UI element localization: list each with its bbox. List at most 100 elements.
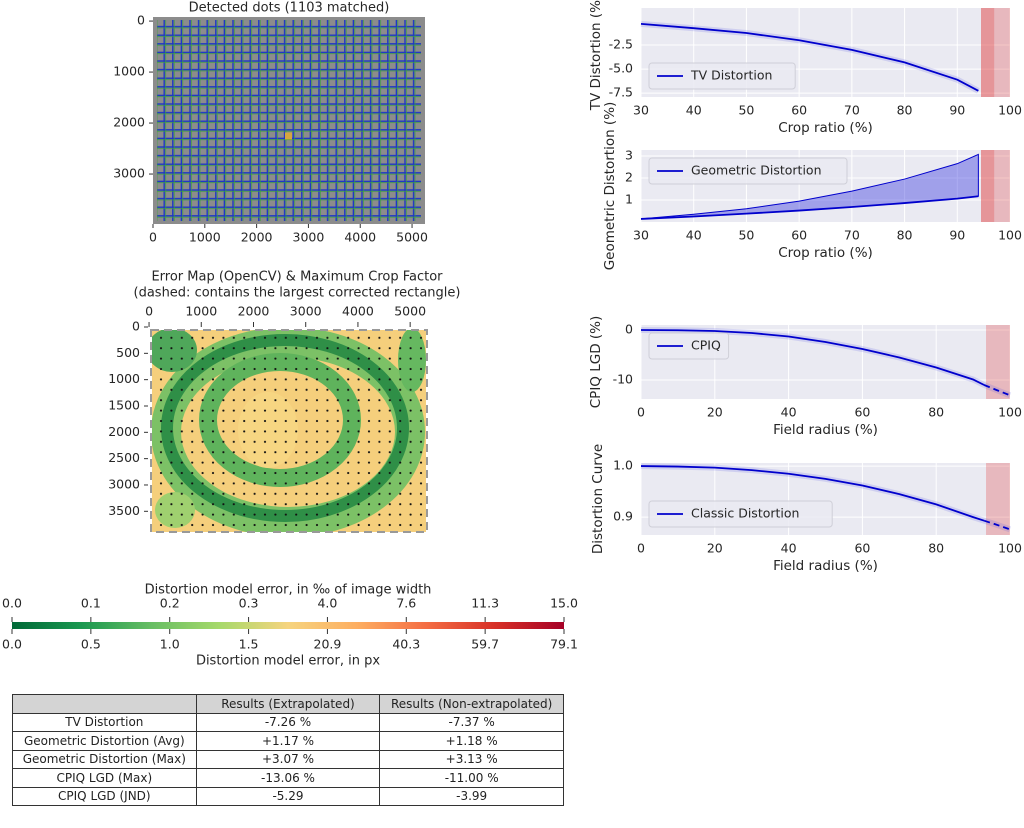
x-tick-label: 60 (854, 405, 870, 420)
colorbar-tick-label: 15.0 (550, 596, 578, 611)
line (640, 22, 979, 92)
y-tick-label: -10 (613, 372, 633, 387)
x-axis-label: Crop ratio (%) (778, 120, 873, 136)
table-cell: Geometric Distortion (Max) (12, 749, 197, 769)
x-tick-label: 100 (998, 103, 1022, 118)
x-tick-label: 100 (998, 405, 1022, 420)
y-tick-label: 1.0 (613, 458, 633, 473)
x-tick-label: 5000 (394, 304, 426, 319)
x-axis-label: Field radius (%) (773, 422, 878, 438)
table-cell: -13.06 % (195, 768, 381, 788)
x-tick-label: 90 (949, 103, 965, 118)
y-tick-label: 2500 (108, 450, 140, 465)
x-tick-label: 80 (928, 405, 944, 420)
y-tick-label: 0 (132, 319, 140, 334)
x-tick-label: 3000 (293, 230, 325, 245)
table-cell: +3.13 % (379, 749, 564, 769)
table-cell: +3.07 % (195, 749, 381, 769)
table-cell: +1.18 % (379, 731, 564, 751)
y-tick-label: 2000 (108, 424, 140, 439)
dot-pattern (152, 330, 426, 532)
y-axis-label: Geometric Distortion (%) (602, 102, 618, 271)
extrapolation-span (986, 325, 1010, 399)
x-tick-label: 40 (686, 228, 702, 243)
line (640, 465, 985, 522)
y-axis-label: CPIQ LGD (%) (588, 316, 604, 409)
colorbar-tick-label: 11.3 (471, 596, 499, 611)
header-cell: Results (Extrapolated) (195, 694, 381, 714)
colorbar-tick-label: 40.3 (392, 637, 420, 652)
chart-subtitle: (dashed: contains the largest corrected … (134, 286, 461, 301)
y-tick-label: 1 (625, 191, 633, 206)
x-tick-label: 2000 (238, 304, 270, 319)
x-tick-label: 60 (791, 228, 807, 243)
extrapolation-span (986, 463, 1010, 535)
x-tick-label: 0 (145, 304, 153, 319)
y-tick-label: 0 (137, 13, 145, 28)
legend-label: TV Distortion (690, 68, 772, 83)
x-tick-label: 80 (897, 103, 913, 118)
x-tick-label: 0 (637, 541, 645, 556)
table-row: Geometric Distortion (Max) +3.07 % +3.13 % (12, 749, 564, 769)
table-cell: -11.00 % (379, 768, 564, 788)
x-tick-label: 100 (998, 541, 1022, 556)
colorbar-tick-label: 59.7 (471, 637, 499, 652)
colorbar-tick-label: 1.5 (239, 637, 259, 652)
x-tick-label: 0 (149, 230, 157, 245)
table-cell: -7.26 % (195, 712, 381, 732)
line (640, 329, 985, 386)
colorbar-tick-label: 7.6 (396, 596, 416, 611)
x-tick-label: 2000 (241, 230, 273, 245)
table-row: TV Distortion -7.26 % -7.37 % (12, 712, 564, 732)
x-tick-label: 20 (707, 541, 723, 556)
y-axis-label: Distortion Curve (590, 444, 606, 554)
x-tick-label: 30 (633, 103, 649, 118)
header-cell: Results (Non-extrapolated) (379, 694, 564, 714)
detected-dot-grid (157, 20, 421, 221)
y-tick-label: 1500 (108, 397, 140, 412)
x-axis-label: Field radius (%) (773, 558, 878, 574)
x-tick-label: 1000 (185, 304, 217, 319)
x-tick-label: 4000 (344, 230, 376, 245)
legend-label: Geometric Distortion (691, 163, 822, 178)
table-cell: -5.29 (195, 786, 381, 806)
x-tick-label: 100 (998, 228, 1022, 243)
legend-label: CPIQ (691, 338, 721, 353)
x-tick-label: 50 (738, 103, 754, 118)
x-axis-label: Crop ratio (%) (778, 245, 873, 261)
legend-label: Classic Distortion (691, 506, 799, 521)
extrapolation-span (981, 150, 995, 222)
colorbar-tick-label: 20.9 (314, 637, 342, 652)
y-tick-label: 1000 (108, 371, 140, 386)
y-tick-label: 0.9 (613, 509, 633, 524)
x-tick-label: 60 (791, 103, 807, 118)
y-tick-label: 3500 (108, 503, 140, 518)
legend (648, 500, 833, 528)
table-cell: TV Distortion (12, 712, 197, 732)
colorbar-label: Distortion model error, in px (196, 654, 380, 669)
colorbar-tick-label: 79.1 (550, 637, 578, 652)
table-cell: +1.17 % (195, 731, 381, 751)
colorbar (12, 622, 564, 629)
colorbar-tick-label: 0.0 (2, 596, 22, 611)
legend (648, 332, 730, 360)
header-cell (12, 694, 197, 714)
x-tick-label: 5000 (396, 230, 428, 245)
line (983, 384, 1011, 397)
y-tick-label: 2 (625, 169, 633, 184)
x-tick-label: 70 (844, 103, 860, 118)
table-cell: CPIQ LGD (Max) (12, 768, 197, 788)
table-header: Results (Extrapolated) Results (Non-extr… (12, 694, 564, 714)
legend (648, 157, 848, 185)
y-tick-label: 3 (625, 147, 633, 162)
y-tick-label: 3000 (113, 166, 145, 181)
chart-title: Error Map (OpenCV) & Maximum Crop Factor (151, 270, 443, 285)
table-cell: -3.99 (379, 786, 564, 806)
table-cell: Geometric Distortion (Avg) (12, 731, 197, 751)
x-tick-label: 80 (928, 541, 944, 556)
colorbar-tick-label: 0.0 (2, 637, 22, 652)
x-tick-label: 40 (781, 405, 797, 420)
center-marker (285, 132, 292, 140)
